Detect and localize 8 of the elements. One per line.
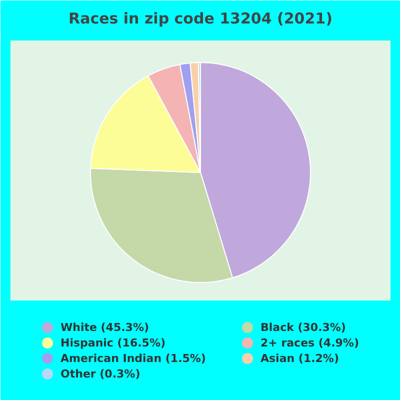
legend-label: Black (30.3%) xyxy=(260,321,346,334)
chart-title: Races in zip code 13204 (2021) xyxy=(68,10,332,28)
legend-label: Hispanic (16.5%) xyxy=(60,336,166,350)
legend-label: White (45.3%) xyxy=(60,321,149,334)
legend-label: American Indian (1.5%) xyxy=(60,352,206,365)
legend-label: 2+ races (4.9%) xyxy=(260,336,359,350)
legend-label: Asian (1.2%) xyxy=(260,352,339,365)
legend-label: Other (0.3%) xyxy=(60,368,140,380)
